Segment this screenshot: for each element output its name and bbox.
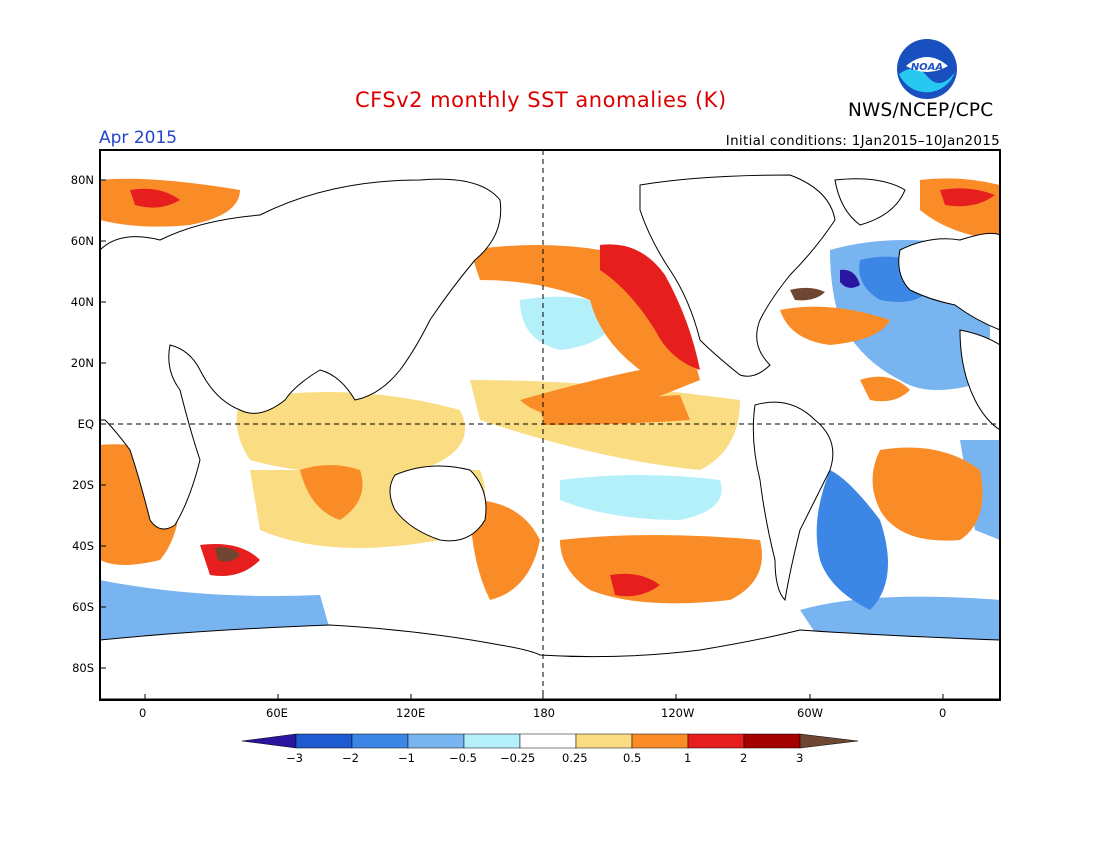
legend-label: −1 xyxy=(398,751,415,765)
lat-label: EQ xyxy=(77,417,94,431)
legend-label: −0.5 xyxy=(449,751,477,765)
legend-swatch xyxy=(351,733,409,749)
lon-label: 0 xyxy=(139,706,147,720)
map-title: CFSv2 monthly SST anomalies (K) xyxy=(355,88,727,112)
noaa-logo-text: NOAA xyxy=(911,62,943,73)
legend-swatch xyxy=(463,733,521,749)
noaa-logo: NOAA xyxy=(896,38,958,100)
legend-label: −3 xyxy=(286,751,303,765)
legend-label: 0.5 xyxy=(623,751,642,765)
lon-label: 180 xyxy=(533,706,555,720)
legend-label: 1 xyxy=(684,751,692,765)
lon-label: 60W xyxy=(797,706,824,720)
legend-swatch xyxy=(295,733,353,749)
legend-swatch xyxy=(241,733,297,749)
agency-label: NWS/NCEP/CPC xyxy=(848,100,994,121)
map-frame xyxy=(99,149,1001,701)
coastlines xyxy=(99,174,1001,700)
initial-conditions: Initial conditions: 1Jan2015–10Jan2015 xyxy=(725,133,1000,149)
legend-label: 2 xyxy=(740,751,748,765)
lat-label: 20N xyxy=(70,356,94,370)
lat-label: 20S xyxy=(72,478,94,492)
lat-label: 60N xyxy=(70,234,94,248)
legend-swatch xyxy=(743,733,801,749)
lon-label: 0 xyxy=(939,706,947,720)
forecast-period: Apr 2015 xyxy=(99,128,178,148)
color-legend xyxy=(241,733,859,749)
legend-swatch xyxy=(519,733,577,749)
legend-label: 0.25 xyxy=(562,751,588,765)
lon-label: 120E xyxy=(396,706,426,720)
legend-label: −2 xyxy=(342,751,359,765)
legend-swatch xyxy=(799,733,859,749)
lon-label: 60E xyxy=(266,706,288,720)
lat-label: 40S xyxy=(72,539,94,553)
lat-label: 80S xyxy=(72,661,94,675)
legend-label: −0.25 xyxy=(500,751,536,765)
legend-swatch xyxy=(687,733,745,749)
legend-swatch xyxy=(575,733,633,749)
lat-label: 40N xyxy=(70,295,94,309)
lat-label: 60S xyxy=(72,600,94,614)
legend-label: 3 xyxy=(796,751,804,765)
axis-ticks xyxy=(100,179,944,700)
legend-swatch xyxy=(631,733,689,749)
lat-label: 80N xyxy=(70,173,94,187)
lon-label: 120W xyxy=(661,706,695,720)
legend-swatch xyxy=(407,733,465,749)
